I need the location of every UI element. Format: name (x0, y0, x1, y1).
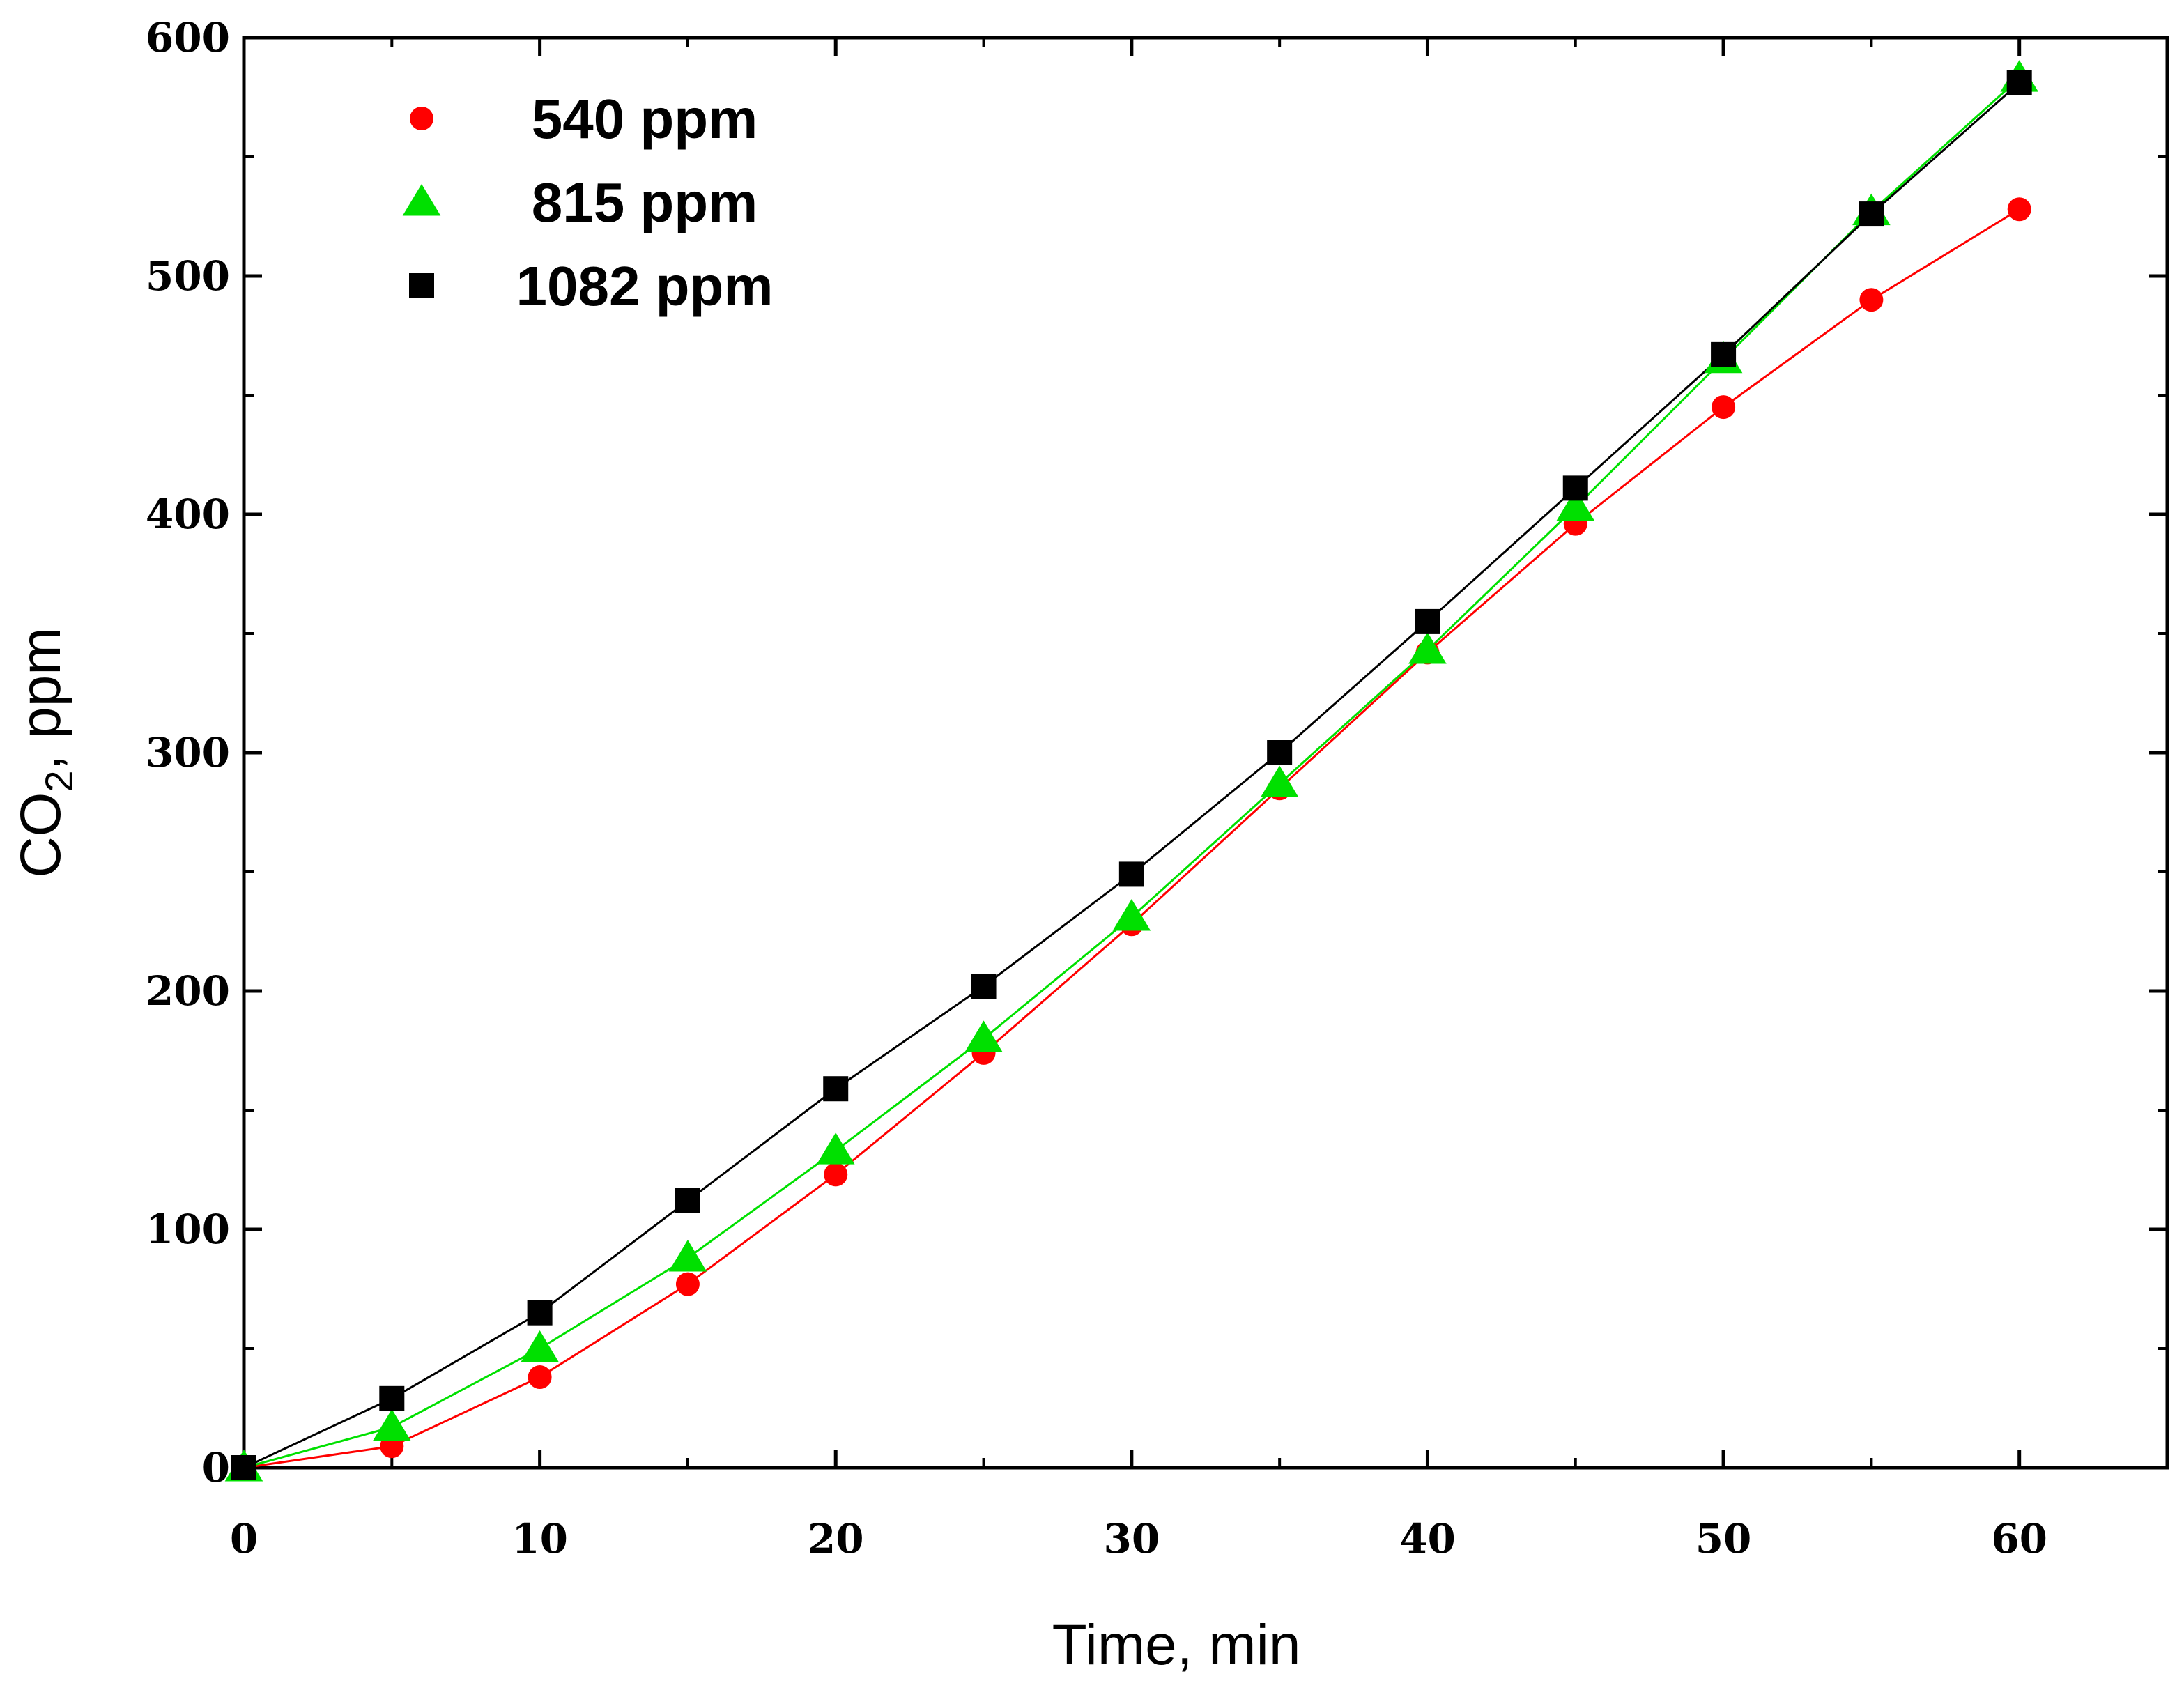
data-point-series-2 (521, 1330, 559, 1362)
data-point-series-3 (1711, 341, 1737, 367)
data-point-series-2 (1556, 489, 1595, 521)
legend-label-2: 815 ppm (532, 171, 758, 233)
x-tick-label: 40 (1399, 1515, 1456, 1562)
legend-marker-1 (410, 107, 433, 130)
y-tick-label: 200 (146, 967, 230, 1015)
data-point-series-1 (1712, 395, 1736, 420)
data-point-series-2 (1408, 631, 1447, 664)
x-axis-title: Time, min (1052, 1613, 1301, 1677)
y-tick-label: 500 (146, 252, 230, 300)
x-axis-ticks: 0 10 20 30 40 50 60 (230, 38, 2047, 1562)
y-axis-title-subscript: 2 (37, 770, 81, 792)
legend-label-3: 1082 ppm (516, 255, 773, 317)
data-point-series-2 (964, 1020, 1003, 1052)
data-point-series-3 (527, 1300, 553, 1326)
x-tick-label: 50 (1695, 1515, 1752, 1562)
data-point-series-2 (668, 1240, 707, 1272)
data-point-series-2 (816, 1132, 855, 1165)
y-tick-label: 100 (146, 1206, 230, 1253)
y-tick-label: 400 (146, 491, 230, 538)
data-point-series-2 (1260, 765, 1299, 797)
data-point-series-3 (379, 1385, 405, 1411)
y-tick-label: 600 (146, 14, 230, 61)
data-point-series-1 (1859, 288, 1884, 312)
data-point-series-3 (1415, 608, 1440, 634)
y-axis-title: CO2, ppm (9, 627, 81, 877)
data-point-series-3 (971, 974, 997, 999)
data-point-series-1 (824, 1162, 848, 1187)
legend-label-1: 540 ppm (532, 88, 758, 150)
data-point-series-3 (823, 1076, 849, 1102)
x-tick-label: 30 (1103, 1515, 1160, 1562)
data-point-series-3 (1267, 740, 1293, 765)
y-tick-label: 300 (146, 729, 230, 776)
x-tick-label: 60 (1991, 1515, 2047, 1562)
data-point-series-1 (2007, 197, 2031, 222)
y-axis-title-suffix: , ppm (9, 627, 72, 770)
data-point-series-3 (2006, 70, 2032, 95)
data-point-series-1 (528, 1365, 552, 1390)
legend: 540 ppm 815 ppm 1082 ppm (402, 88, 774, 317)
data-point-series-3 (231, 1455, 256, 1480)
data-point-series-2 (1112, 898, 1151, 931)
y-axis-ticks: 0 100 200 300 400 500 600 (146, 14, 2167, 1491)
legend-marker-2 (402, 184, 441, 216)
data-point-series-3 (1118, 861, 1144, 887)
data-point-series-1 (675, 1272, 700, 1296)
series-markers (224, 60, 2038, 1482)
data-point-series-3 (1562, 475, 1588, 501)
x-tick-label: 0 (230, 1515, 258, 1562)
data-point-series-2 (373, 1408, 411, 1441)
x-tick-label: 20 (808, 1515, 864, 1562)
legend-marker-3 (409, 273, 434, 298)
data-point-series-3 (675, 1188, 700, 1213)
y-axis-title-text: CO (9, 792, 72, 878)
data-point-series-3 (1859, 201, 1884, 227)
y-tick-label: 0 (202, 1444, 230, 1491)
x-tick-label: 10 (512, 1515, 568, 1562)
